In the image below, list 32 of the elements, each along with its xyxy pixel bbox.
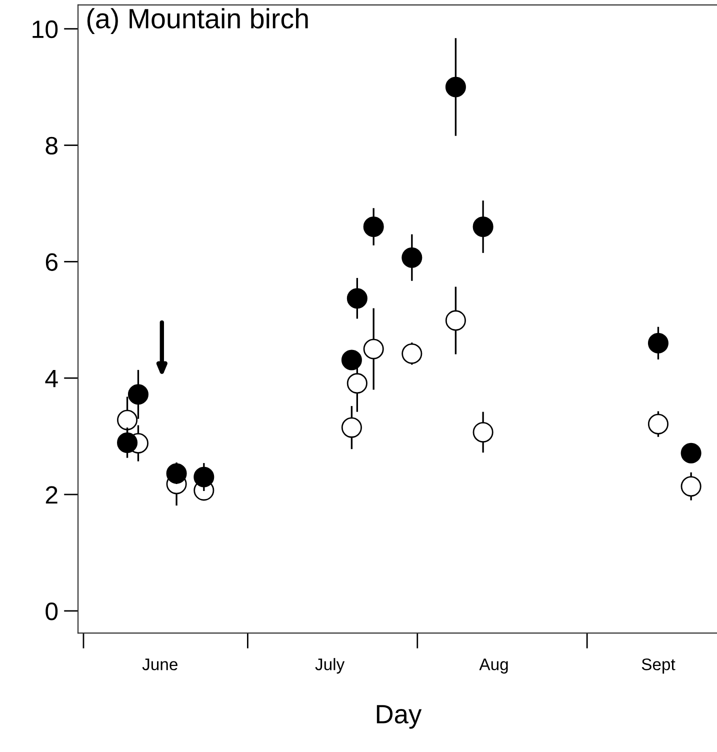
point	[363, 338, 384, 360]
point	[117, 432, 138, 453]
point	[341, 350, 362, 370]
point	[402, 343, 422, 364]
point	[680, 476, 702, 497]
point	[445, 76, 466, 98]
point	[680, 442, 702, 464]
point	[648, 414, 668, 434]
y-tick-label: 6	[46, 253, 58, 271]
point	[402, 247, 422, 268]
point	[346, 288, 368, 309]
point	[194, 466, 214, 488]
y-tick-label: 2	[46, 486, 58, 504]
point	[341, 417, 362, 438]
x-tick-label: June	[142, 658, 178, 670]
point	[472, 422, 494, 442]
y-tick-label: 10	[32, 20, 58, 38]
point	[363, 216, 384, 238]
point	[648, 332, 668, 354]
x-tick-label: July	[315, 658, 345, 674]
y-tick-label: 8	[46, 136, 58, 155]
chart-title: (a) Mountain birch	[87, 8, 308, 34]
y-tick-label: 4	[45, 370, 58, 388]
x-tick-label: Aug	[479, 658, 508, 674]
point	[117, 410, 138, 430]
x-tick-label: Sept	[642, 658, 676, 674]
point	[346, 373, 368, 394]
x-axis-title: Day	[376, 705, 422, 729]
y-tick-label: 0	[46, 602, 58, 620]
point	[445, 310, 466, 331]
point	[472, 216, 494, 238]
point	[128, 384, 148, 405]
